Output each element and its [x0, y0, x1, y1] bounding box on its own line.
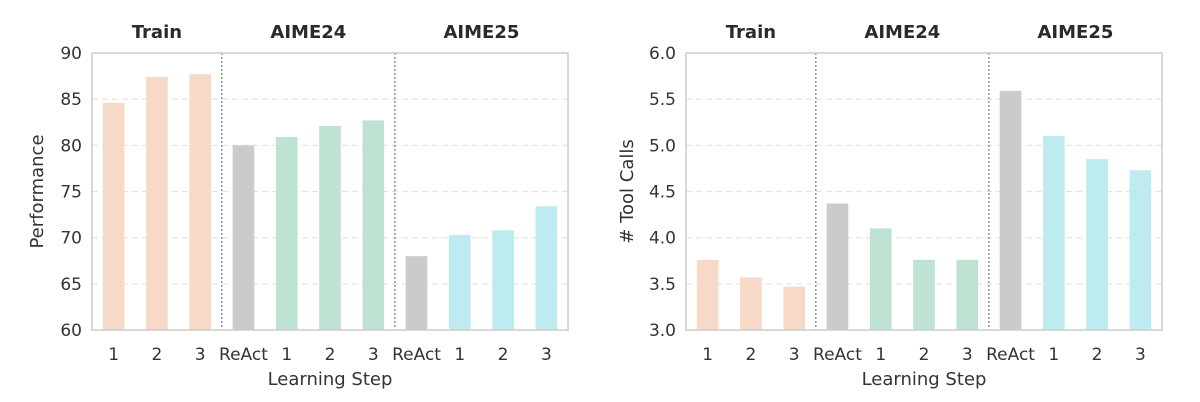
x-tick-label: 2: [919, 345, 930, 365]
bar: [189, 74, 211, 330]
bar: [956, 259, 979, 330]
bar: [492, 230, 514, 330]
y-tick-label: 5.5: [649, 90, 676, 110]
bar: [913, 259, 935, 330]
x-tick-label: 1: [875, 345, 886, 365]
bar: [275, 137, 298, 330]
x-tick-label: 1: [1048, 345, 1059, 365]
x-tick-label: 3: [368, 345, 379, 365]
bar: [449, 234, 471, 330]
bar: [232, 145, 255, 330]
x-tick-label: 3: [541, 345, 552, 365]
bar: [1086, 159, 1108, 330]
x-axis-label: Learning Step: [862, 369, 987, 390]
x-tick-label: 1: [454, 345, 465, 365]
bar: [740, 277, 762, 330]
y-tick-label: 6.0: [649, 44, 676, 64]
x-tick-label: 2: [325, 345, 336, 365]
bar: [783, 286, 805, 330]
x-tick-label: ReAct: [986, 345, 1035, 365]
x-tick-label: ReAct: [813, 345, 862, 365]
y-axis-label: Performance: [27, 134, 48, 248]
y-tick-label: 5.0: [649, 136, 676, 156]
y-tick-label: 3.5: [649, 275, 676, 295]
bar: [405, 256, 428, 330]
tool-calls-chart: 3.0 3.5 4.0 4.5 5.0 5.5 6.0 1 2 3 Train ReAct 1 2 3 AIM…: [617, 22, 1163, 390]
x-tick-label: ReAct: [392, 345, 441, 365]
group-label: AIME24: [864, 22, 940, 43]
y-tick-label: 80: [60, 136, 82, 156]
performance-chart: 60 65 70 75 80 85 90 1 2 3 Train ReAct 1 2 3 AIME24 ReAc…: [27, 22, 569, 390]
x-tick-label: 3: [789, 345, 800, 365]
group-label: AIME24: [270, 22, 346, 43]
y-tick-label: 3.0: [649, 321, 676, 341]
x-axis-label: Learning Step: [268, 369, 393, 390]
plot-frame: [91, 52, 569, 331]
x-tick-label: 1: [281, 345, 292, 365]
y-tick-label: 70: [60, 229, 82, 249]
y-tick-label: 60: [60, 321, 82, 341]
group-label: Train: [132, 22, 182, 43]
x-tick-label: 3: [195, 345, 206, 365]
x-tick-label: 2: [498, 345, 509, 365]
bar: [696, 259, 719, 330]
y-tick-label: 4.5: [649, 183, 676, 203]
x-tick-label: 1: [108, 345, 119, 365]
y-tick-label: 85: [60, 90, 82, 110]
y-axis-label: # Tool Calls: [617, 139, 638, 243]
group-label: AIME25: [444, 22, 520, 43]
y-tick-label: 4.0: [649, 229, 676, 249]
x-tick-label: 2: [745, 345, 756, 365]
group-label: Train: [726, 22, 776, 43]
bar: [102, 102, 125, 330]
x-tick-label: ReAct: [219, 345, 268, 365]
x-tick-label: 3: [1135, 345, 1146, 365]
bar: [869, 228, 892, 330]
x-tick-label: 2: [151, 345, 162, 365]
bar: [362, 120, 385, 330]
bar: [1043, 136, 1065, 330]
bar: [319, 125, 341, 331]
bar: [146, 77, 168, 330]
bar: [1129, 170, 1152, 330]
y-tick-label: 75: [60, 183, 82, 203]
group-label: AIME25: [1038, 22, 1114, 43]
x-tick-label: 2: [1092, 345, 1103, 365]
bar: [535, 206, 558, 330]
plot-frame: [685, 52, 1163, 331]
bar: [999, 90, 1022, 331]
y-tick-label: 90: [60, 44, 82, 64]
x-tick-label: 1: [702, 345, 713, 365]
y-tick-label: 65: [60, 275, 82, 295]
x-tick-label: 3: [962, 345, 973, 365]
bar: [826, 203, 849, 330]
